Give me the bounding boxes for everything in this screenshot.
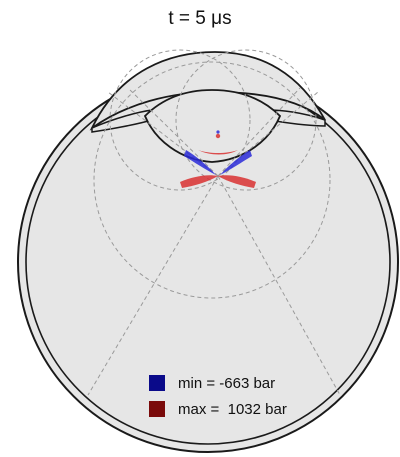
positive-pressure-right-wing (218, 175, 256, 188)
guide-line-right-mid (217, 87, 301, 177)
guide-line-left (87, 175, 219, 396)
legend: min = -663 bar max = 1032 bar (149, 375, 287, 418)
source-marker-blue (216, 130, 220, 134)
negative-pressure-right-wing (220, 150, 252, 175)
negative-pressure-region (184, 150, 252, 175)
legend-max-label: max = 1032 bar (178, 401, 287, 418)
figure-title: t = 5 μs (168, 8, 232, 29)
source-marker-red (215, 133, 221, 139)
legend-min-swatch (149, 375, 165, 391)
guide-circle-center (93, 61, 331, 299)
guide-circles (93, 49, 331, 299)
positive-pressure-left-wing (180, 175, 218, 188)
guide-circle-right (175, 49, 317, 191)
legend-min-label: min = -663 bar (178, 375, 275, 392)
guide-circle-left (109, 49, 251, 191)
source-marker (215, 130, 221, 139)
positive-pressure-upper-arc (198, 150, 238, 155)
negative-pressure-left-wing (184, 150, 216, 175)
positive-pressure-region (180, 150, 256, 188)
legend-max-swatch (149, 401, 165, 417)
